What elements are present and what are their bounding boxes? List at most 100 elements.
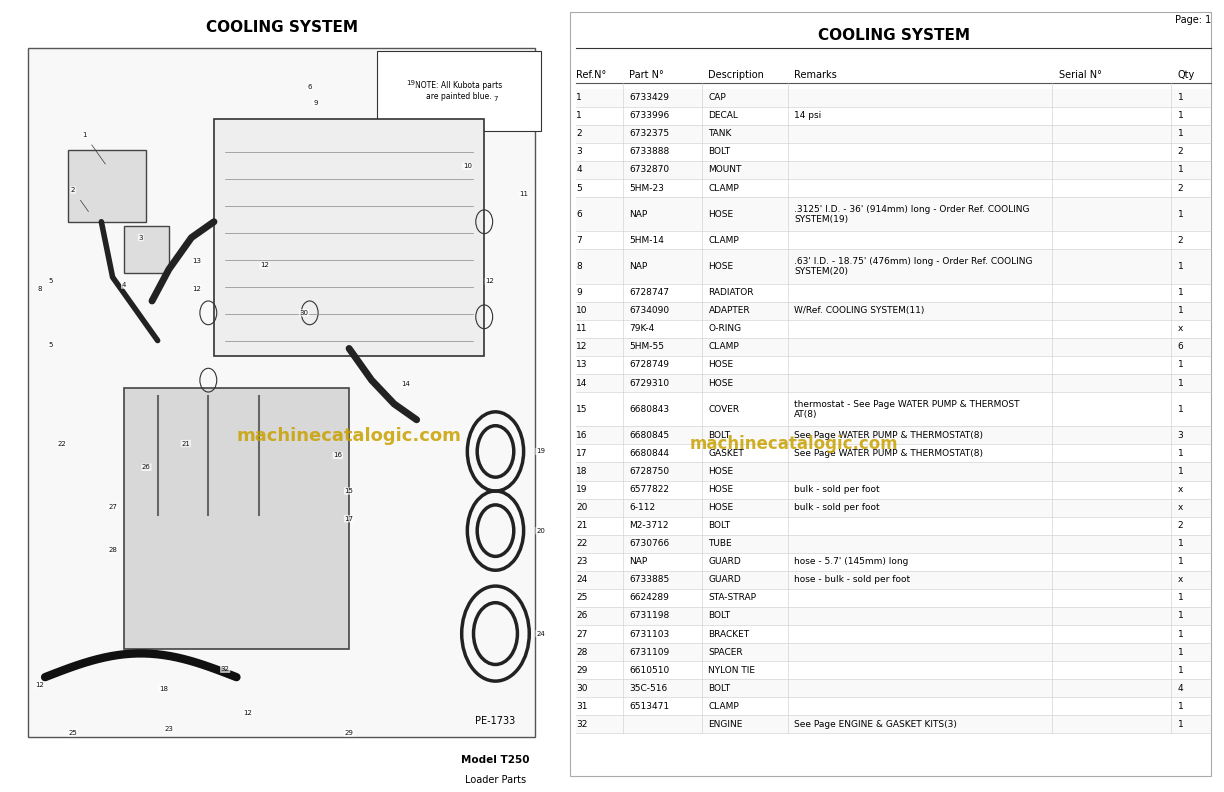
Text: W/Ref. COOLING SYSTEM(11): W/Ref. COOLING SYSTEM(11) — [794, 307, 925, 315]
Bar — [577, 161, 1211, 179]
Text: 5HM-55: 5HM-55 — [629, 342, 665, 352]
Text: PE-1733: PE-1733 — [475, 716, 515, 725]
Text: 6728750: 6728750 — [629, 467, 670, 476]
Bar — [577, 125, 1211, 143]
Text: hose - bulk - sold per foot: hose - bulk - sold per foot — [794, 575, 911, 584]
Bar — [577, 463, 1211, 481]
Text: CLAMP: CLAMP — [709, 236, 739, 245]
Text: 17: 17 — [345, 516, 354, 522]
Text: x: x — [1177, 575, 1184, 584]
Text: 21: 21 — [181, 440, 190, 447]
Text: 1: 1 — [1177, 379, 1184, 387]
Text: HOSE: HOSE — [709, 467, 733, 476]
Text: 6513471: 6513471 — [629, 702, 670, 710]
Text: NOTE: All Kubota parts
are painted blue.: NOTE: All Kubota parts are painted blue. — [415, 82, 503, 101]
FancyBboxPatch shape — [214, 119, 485, 356]
Text: 6731103: 6731103 — [629, 630, 670, 638]
Text: 1: 1 — [1177, 360, 1184, 370]
Text: 1: 1 — [1177, 288, 1184, 297]
Text: 6: 6 — [577, 210, 581, 219]
Text: 1: 1 — [577, 112, 581, 120]
Text: 6733996: 6733996 — [629, 112, 670, 120]
Text: 28: 28 — [108, 547, 118, 554]
Text: 22: 22 — [577, 539, 588, 548]
Text: 3: 3 — [577, 147, 581, 156]
Text: 2: 2 — [1177, 521, 1184, 530]
Text: 1: 1 — [1177, 467, 1184, 476]
Text: bulk - sold per foot: bulk - sold per foot — [794, 503, 880, 512]
Text: 6733429: 6733429 — [629, 93, 670, 102]
Text: 11: 11 — [519, 191, 528, 197]
Text: 1: 1 — [82, 131, 87, 138]
Text: 1: 1 — [1177, 112, 1184, 120]
Text: BOLT: BOLT — [709, 521, 731, 530]
Text: 26: 26 — [577, 611, 588, 620]
Text: 1: 1 — [1177, 210, 1184, 219]
Text: 7: 7 — [493, 96, 498, 102]
Bar — [577, 89, 1211, 107]
Text: hose - 5.7' (145mm) long: hose - 5.7' (145mm) long — [794, 558, 908, 566]
Text: 1: 1 — [1177, 307, 1184, 315]
Text: 6680844: 6680844 — [629, 449, 670, 458]
FancyBboxPatch shape — [377, 51, 541, 131]
Text: 6728747: 6728747 — [629, 288, 670, 297]
Text: 6731198: 6731198 — [629, 611, 670, 620]
Bar — [577, 571, 1211, 589]
Text: 6680843: 6680843 — [629, 405, 670, 413]
Text: ADAPTER: ADAPTER — [709, 307, 750, 315]
Text: 5HM-23: 5HM-23 — [629, 184, 663, 192]
Text: 1: 1 — [1177, 262, 1184, 271]
Text: 7: 7 — [577, 236, 581, 245]
Text: bulk - sold per foot: bulk - sold per foot — [794, 485, 880, 494]
Text: 9: 9 — [577, 288, 581, 297]
Bar — [577, 715, 1211, 733]
Text: 25: 25 — [69, 729, 77, 736]
Text: SPACER: SPACER — [709, 648, 743, 657]
Text: 22: 22 — [58, 440, 66, 447]
Text: 1: 1 — [1177, 611, 1184, 620]
Text: 1: 1 — [1177, 702, 1184, 710]
Text: 6734090: 6734090 — [629, 307, 670, 315]
Text: BOLT: BOLT — [709, 683, 731, 693]
Text: 1: 1 — [1177, 449, 1184, 458]
Text: Ref.N°: Ref.N° — [577, 70, 607, 80]
Text: 27: 27 — [108, 504, 118, 510]
Text: 19: 19 — [406, 80, 415, 86]
Bar — [577, 535, 1211, 553]
Text: HOSE: HOSE — [709, 485, 733, 494]
Text: 19: 19 — [577, 485, 588, 494]
Text: 6731109: 6731109 — [629, 648, 670, 657]
Text: 6624289: 6624289 — [629, 593, 670, 603]
Text: 2: 2 — [1177, 184, 1184, 192]
Text: 6732870: 6732870 — [629, 166, 670, 174]
Text: M2-3712: M2-3712 — [629, 521, 668, 530]
Text: 13: 13 — [192, 258, 202, 265]
Text: Part N°: Part N° — [629, 70, 663, 80]
Text: 30: 30 — [577, 683, 588, 693]
Text: 6733888: 6733888 — [629, 147, 670, 156]
Text: 12: 12 — [35, 682, 44, 688]
Text: 10: 10 — [577, 307, 588, 315]
Text: 1: 1 — [1177, 129, 1184, 139]
Bar — [577, 249, 1211, 284]
Text: 3: 3 — [138, 234, 143, 241]
Text: 32: 32 — [577, 720, 588, 729]
Bar — [577, 499, 1211, 516]
Text: 1: 1 — [1177, 166, 1184, 174]
Text: DECAL: DECAL — [709, 112, 738, 120]
Text: 6733885: 6733885 — [629, 575, 670, 584]
Text: HOSE: HOSE — [709, 379, 733, 387]
Text: 1: 1 — [1177, 405, 1184, 413]
Bar — [577, 197, 1211, 231]
Text: 8: 8 — [577, 262, 581, 271]
Text: Description: Description — [709, 70, 764, 80]
Text: 5HM-14: 5HM-14 — [629, 236, 663, 245]
Text: 20: 20 — [536, 527, 545, 534]
Text: STA-STRAP: STA-STRAP — [709, 593, 756, 603]
Text: 4: 4 — [1177, 683, 1184, 693]
Text: See Page WATER PUMP & THERMOSTAT(8): See Page WATER PUMP & THERMOSTAT(8) — [794, 449, 983, 458]
Text: 2: 2 — [71, 187, 76, 193]
Text: NYLON TIE: NYLON TIE — [709, 665, 755, 675]
Text: 79K-4: 79K-4 — [629, 325, 655, 333]
Text: 35C-516: 35C-516 — [629, 683, 667, 693]
